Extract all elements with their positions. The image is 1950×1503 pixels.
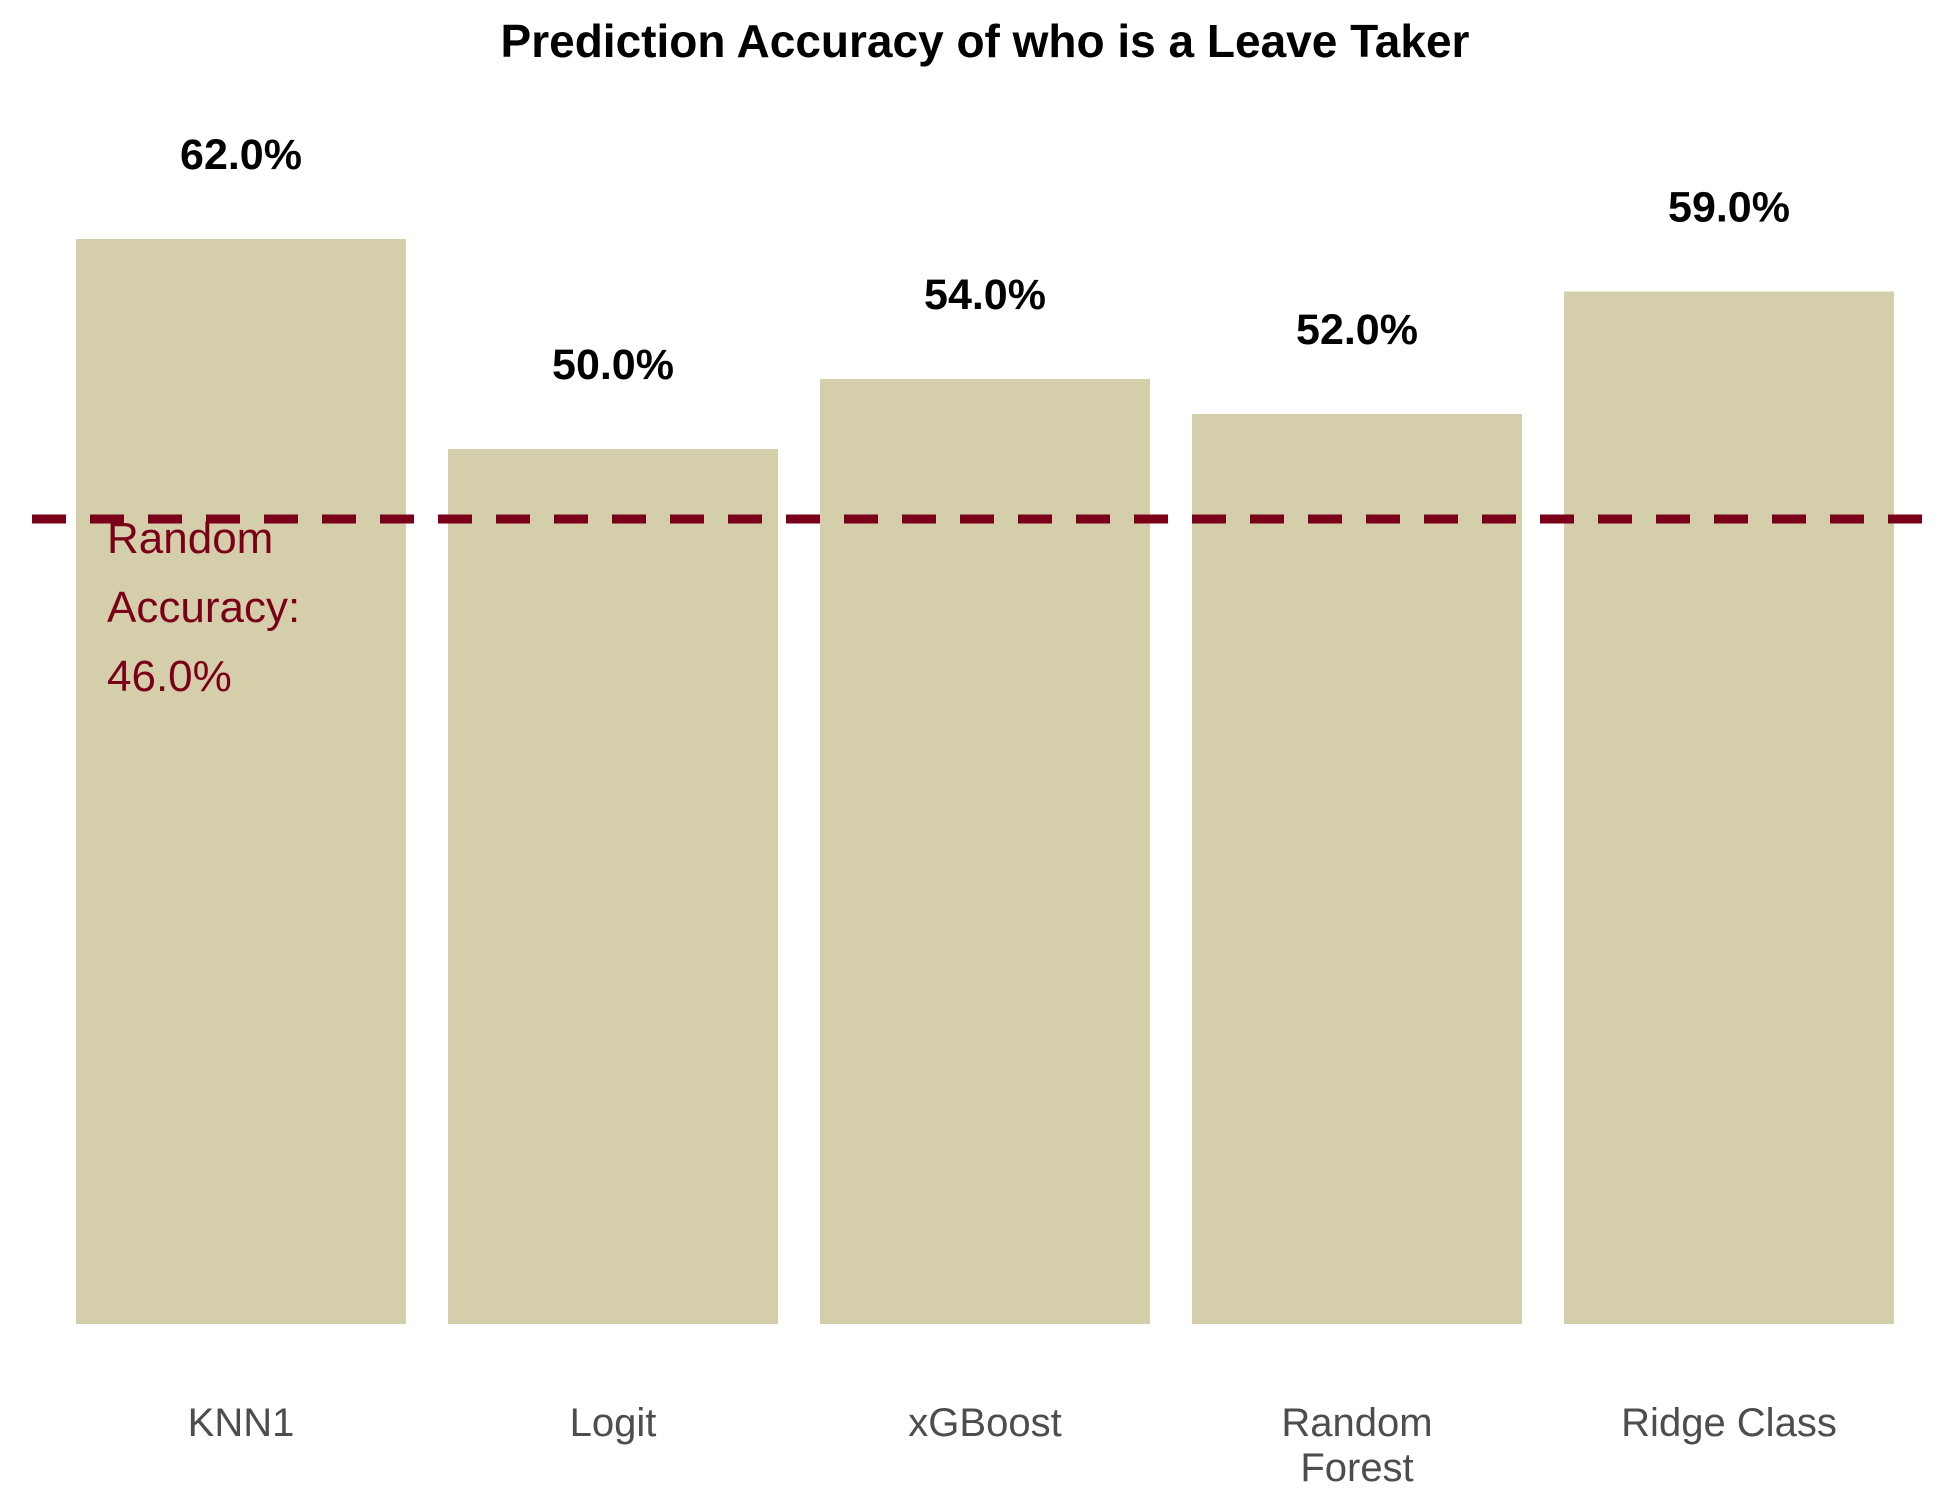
bar-knn1 (76, 239, 406, 1324)
value-label: 62.0% (180, 131, 302, 179)
bar-ridge-class (1564, 291, 1894, 1324)
category-label: Logit (570, 1401, 657, 1445)
value-labels-group: 62.0% 50.0% 54.0% 52.0% 59.0% (180, 131, 1790, 389)
category-label: xGBoost (908, 1401, 1061, 1445)
chart-title: Prediction Accuracy of who is a Leave Ta… (501, 15, 1470, 67)
category-labels-group: KNN1 Logit xGBoost Random Forest Ridge Class (188, 1401, 1837, 1490)
random-accuracy-label: Random Accuracy: 46.0% (107, 514, 300, 701)
category-label: Ridge Class (1621, 1401, 1837, 1445)
bars-group (76, 239, 1894, 1324)
bar-xgboost (820, 379, 1150, 1324)
category-label: Random Forest (1281, 1401, 1432, 1490)
value-label: 59.0% (1668, 184, 1790, 232)
category-label: KNN1 (188, 1401, 295, 1445)
bar-logit (448, 449, 778, 1324)
value-label: 52.0% (1296, 306, 1418, 354)
bar-random-forest (1192, 414, 1522, 1324)
value-label: 54.0% (924, 271, 1046, 319)
value-label: 50.0% (552, 341, 674, 389)
